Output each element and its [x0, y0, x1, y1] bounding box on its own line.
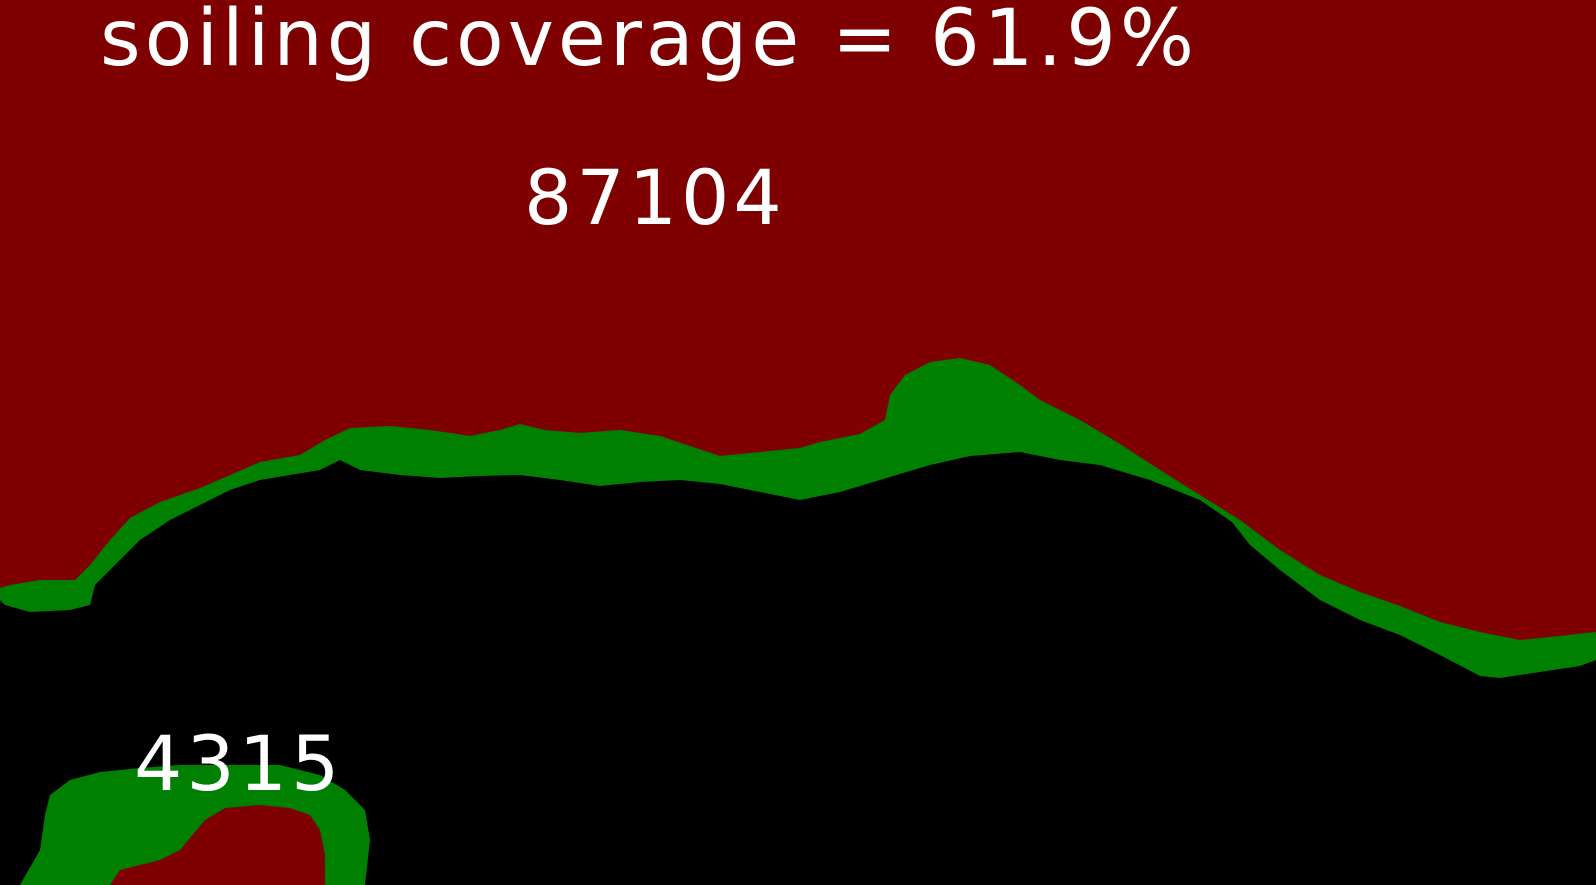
- soiled-region-small: [110, 805, 325, 885]
- region-pixel-count-small: 4315: [134, 719, 344, 808]
- region-pixel-count-large: 87104: [524, 153, 786, 242]
- soiling-coverage-label: soiling coverage = 61.9%: [100, 0, 1198, 84]
- soiled-region-large: [0, 0, 1596, 640]
